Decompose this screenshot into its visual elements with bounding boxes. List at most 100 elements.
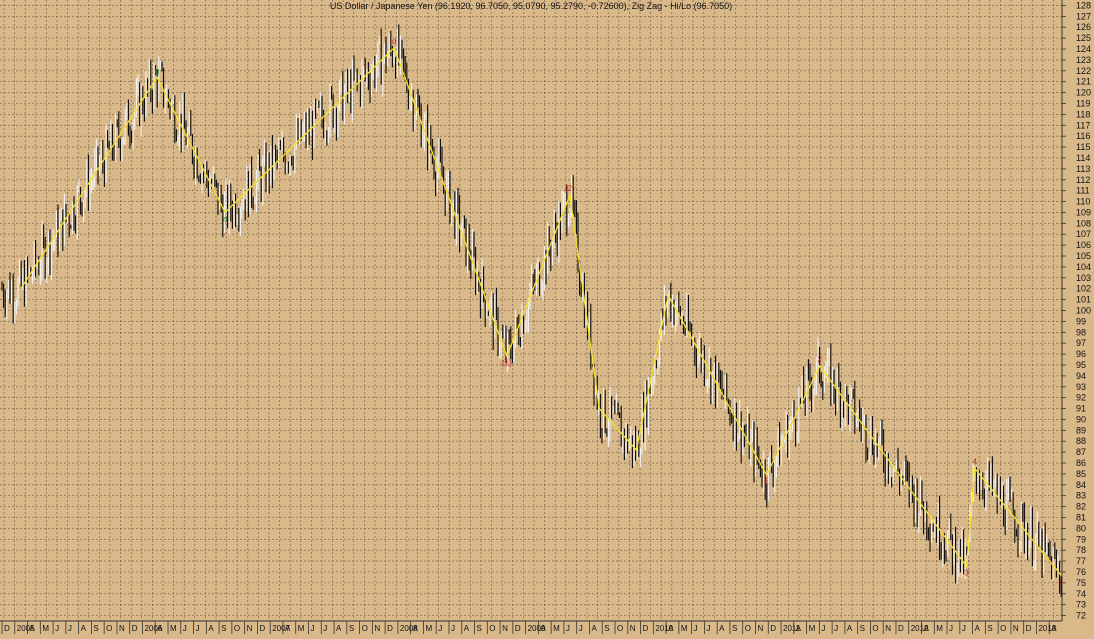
x-tick-label: J [834, 624, 838, 633]
x-tick-label: J [566, 624, 570, 633]
x-tick-label: S [604, 624, 609, 633]
y-tick-label: 92 [1076, 393, 1086, 403]
y-tick-label: 110 [1076, 197, 1090, 207]
x-tick-label: M [553, 624, 560, 633]
x-tick-label: A [208, 624, 214, 633]
x-tick-label: 2005 [17, 624, 35, 633]
x-tick-label: 2009 [528, 624, 546, 633]
x-tick-label: 2006 [144, 624, 162, 633]
y-tick-label: 120 [1076, 88, 1091, 98]
y-axis-panel [1062, 0, 1094, 634]
x-tick-label: A [464, 624, 470, 633]
wave-label: (1) [502, 358, 512, 367]
wave-label: d [392, 37, 396, 46]
x-tick-label: D [898, 624, 904, 633]
y-tick-label: 74 [1076, 589, 1086, 599]
x-tick-label: J [323, 624, 327, 633]
x-tick-label: D [132, 624, 138, 633]
y-tick-label: 124 [1076, 44, 1091, 54]
y-tick-label: 104 [1076, 262, 1091, 272]
x-tick-label: N [502, 624, 508, 633]
y-tick-label: 86 [1076, 458, 1086, 468]
y-tick-label: 114 [1076, 153, 1090, 163]
y-tick-label: 81 [1076, 513, 1086, 523]
x-tick-label: A [975, 624, 981, 633]
x-tick-label: A [413, 624, 419, 633]
x-tick-label: J [68, 624, 72, 633]
y-tick-label: 78 [1076, 545, 1086, 555]
x-tick-label: A [81, 624, 87, 633]
x-tick-label: A [668, 624, 674, 633]
y-tick-label: 72 [1076, 611, 1086, 621]
x-tick-label: J [821, 624, 825, 633]
x-tick-label: D [770, 624, 776, 633]
x-axis-panel [0, 621, 1094, 634]
y-tick-label: 73 [1076, 600, 1086, 610]
y-tick-label: 99 [1076, 316, 1086, 326]
y-tick-label: 116 [1076, 131, 1090, 141]
x-tick-label: 2010 [655, 624, 673, 633]
wave-label: 3 [964, 569, 969, 578]
x-tick-label: N [1013, 624, 1019, 633]
x-tick-label: A [285, 624, 291, 633]
x-tick-label: J [196, 624, 200, 633]
y-tick-label: 103 [1076, 273, 1091, 283]
x-tick-label: M [170, 624, 177, 633]
y-tick-label: 105 [1076, 251, 1091, 261]
x-tick-label: A [540, 624, 546, 633]
x-tick-label: 2012 [911, 624, 929, 633]
y-tick-label: 89 [1076, 425, 1086, 435]
x-tick-label: M [936, 624, 943, 633]
x-tick-label: 2013 [1038, 624, 1056, 633]
x-tick-label: J [949, 624, 953, 633]
y-tick-label: 125 [1076, 33, 1091, 43]
grid [0, 0, 1062, 621]
x-tick-label: A [796, 624, 802, 633]
y-tick-label: 127 [1076, 11, 1091, 21]
x-tick-label: O [617, 624, 623, 633]
wave-label: a [223, 214, 228, 223]
x-tick-label: D [1026, 624, 1032, 633]
wave-label: 4 [973, 457, 978, 466]
y-tick-label: 106 [1076, 240, 1091, 250]
x-tick-label: S [221, 624, 226, 633]
y-tick-label: 95 [1076, 360, 1086, 370]
x-tick-label: M [681, 624, 688, 633]
y-tick-label: 85 [1076, 469, 1086, 479]
x-tick-label: S [349, 624, 354, 633]
wave-label: 1 [764, 477, 769, 486]
y-tick-label: 121 [1076, 77, 1091, 87]
x-tick-label: O [1000, 624, 1006, 633]
y-tick-label: 82 [1076, 502, 1086, 512]
y-tick-label: 90 [1076, 414, 1086, 424]
x-tick-label: J [438, 624, 442, 633]
x-tick-label: D [4, 624, 10, 633]
y-tick-label: 101 [1076, 295, 1091, 305]
x-tick-label: S [93, 624, 98, 633]
x-tick-label: A [719, 624, 725, 633]
y-tick-label: 98 [1076, 327, 1086, 337]
y-tick-label: 126 [1076, 22, 1091, 32]
x-tick-label: D [643, 624, 649, 633]
y-tick-label: 80 [1076, 523, 1086, 533]
x-tick-label: J [962, 624, 966, 633]
x-tick-label: N [374, 624, 380, 633]
x-tick-label: N [119, 624, 125, 633]
x-tick-label: J [694, 624, 698, 633]
x-tick-label: M [809, 624, 816, 633]
x-tick-label: O [745, 624, 751, 633]
y-tick-label: 75 [1076, 578, 1086, 588]
x-tick-label: O [872, 624, 878, 633]
y-tick-label: 113 [1076, 164, 1090, 174]
x-tick-label: M [298, 624, 305, 633]
y-tick-label: 84 [1076, 480, 1086, 490]
y-tick-label: 83 [1076, 491, 1086, 501]
zigzag-indicator [20, 46, 1094, 578]
y-tick-label: 118 [1076, 109, 1090, 119]
x-tick-label: M [425, 624, 432, 633]
y-tick-label: 77 [1076, 556, 1086, 566]
x-tick-label: N [885, 624, 891, 633]
y-tick-label: 109 [1076, 207, 1091, 217]
zigzag-line [20, 46, 1094, 578]
